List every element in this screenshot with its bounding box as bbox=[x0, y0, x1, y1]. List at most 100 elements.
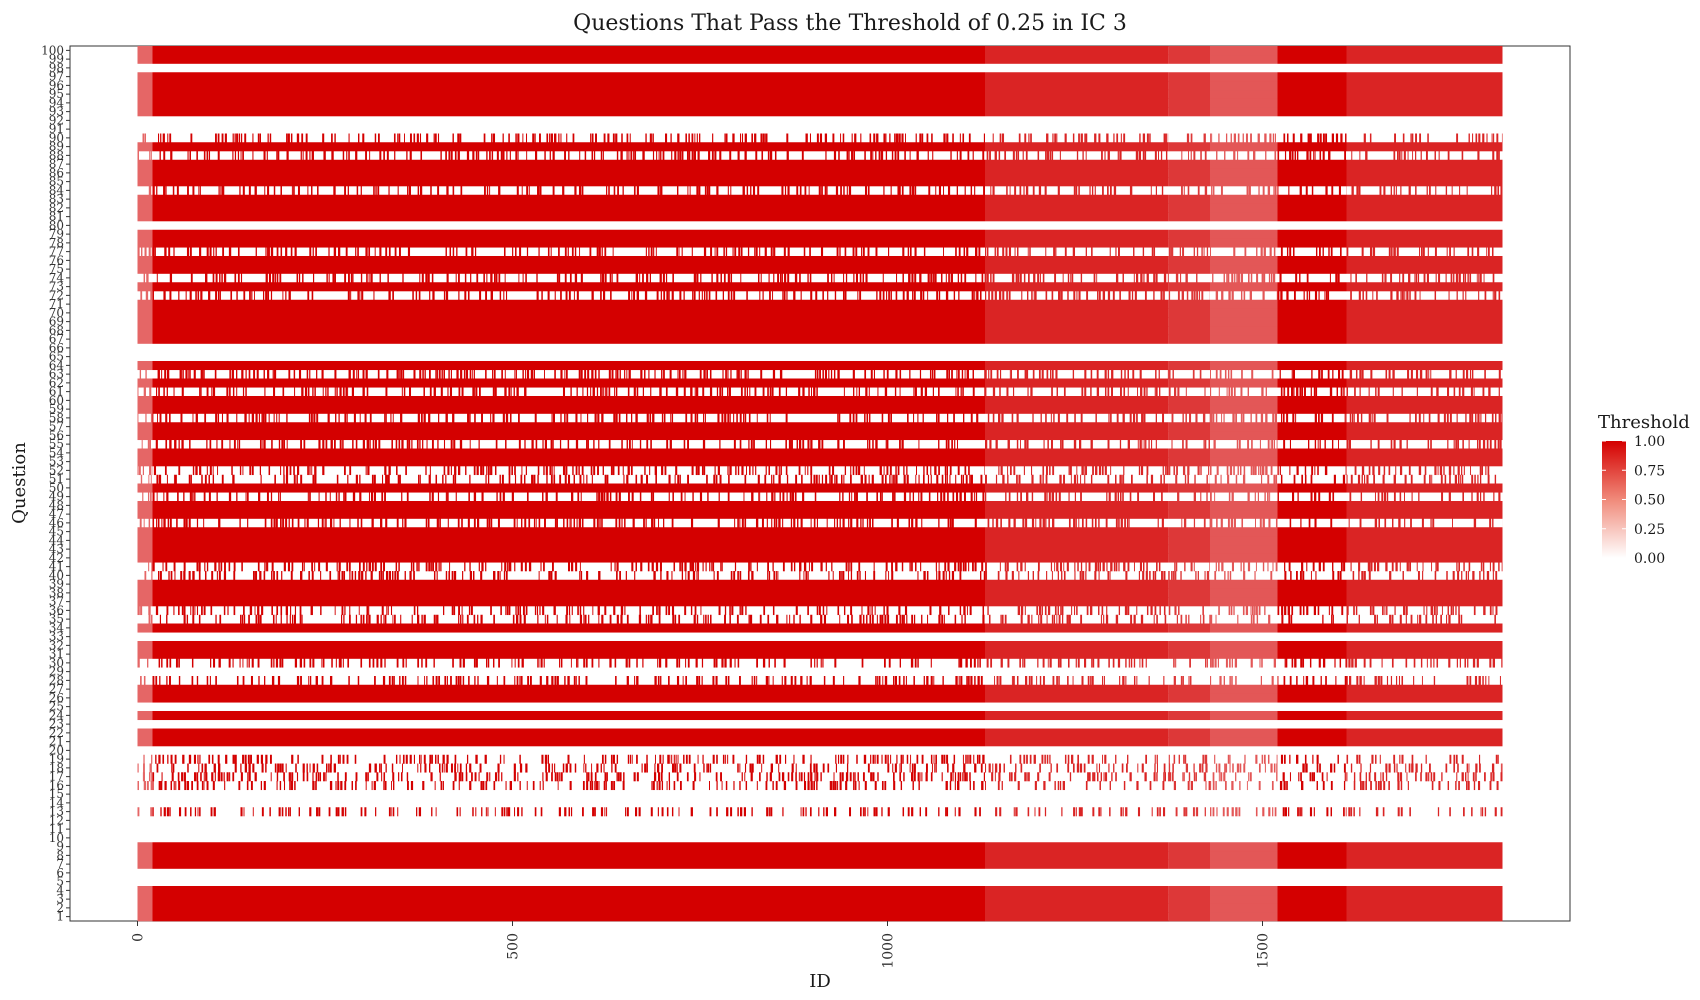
heatmap-cell bbox=[661, 763, 663, 773]
heatmap-cell bbox=[1393, 754, 1396, 764]
heatmap-cell bbox=[986, 273, 989, 283]
heatmap-cell bbox=[779, 273, 782, 283]
heatmap-cell bbox=[1227, 658, 1229, 668]
heatmap-cell bbox=[778, 466, 780, 476]
heatmap-cell bbox=[1047, 439, 1049, 449]
heatmap-cell bbox=[1237, 466, 1239, 476]
heatmap-cell bbox=[873, 369, 876, 379]
heatmap-cell bbox=[228, 562, 231, 572]
heatmap-cell bbox=[1313, 807, 1315, 817]
heatmap-cell-group bbox=[985, 492, 1163, 502]
heatmap-cell bbox=[1261, 273, 1263, 283]
heatmap-cell bbox=[1258, 466, 1260, 476]
heatmap-cell bbox=[580, 413, 582, 423]
heatmap-cell bbox=[1415, 763, 1418, 773]
heatmap-cell bbox=[1322, 781, 1325, 791]
heatmap-cell bbox=[1346, 544, 1503, 554]
heatmap-cell bbox=[730, 571, 733, 581]
heatmap-cell bbox=[994, 763, 998, 773]
heatmap-cell bbox=[339, 387, 342, 397]
heatmap-cell bbox=[870, 369, 873, 379]
heatmap-cell bbox=[203, 772, 205, 782]
heatmap-cell bbox=[898, 676, 901, 686]
heatmap-cell bbox=[395, 439, 398, 449]
heatmap-cell bbox=[400, 772, 403, 782]
heatmap-cell bbox=[1216, 807, 1218, 817]
heatmap-cell bbox=[1383, 466, 1386, 476]
heatmap-cell bbox=[1270, 466, 1273, 476]
heatmap-cell bbox=[152, 807, 154, 817]
heatmap-cell bbox=[863, 466, 865, 476]
heatmap-cell-group bbox=[1176, 614, 1210, 624]
heatmap-cell bbox=[416, 807, 418, 817]
heatmap-cell bbox=[725, 754, 727, 764]
heatmap-cell bbox=[751, 571, 754, 581]
heatmap-cell bbox=[1135, 273, 1139, 283]
heatmap-cell bbox=[329, 763, 332, 773]
heatmap-cell bbox=[785, 413, 788, 423]
heatmap-cell bbox=[1462, 492, 1464, 502]
heatmap-cell bbox=[1277, 894, 1347, 904]
heatmap-cell bbox=[513, 763, 516, 773]
heatmap-cell bbox=[343, 614, 345, 624]
heatmap-cell bbox=[941, 754, 944, 764]
heatmap-cell bbox=[274, 273, 276, 283]
heatmap-cell bbox=[985, 448, 1169, 458]
heatmap-cell-group bbox=[1175, 807, 1206, 817]
heatmap-cell bbox=[1317, 466, 1319, 476]
heatmap-cell bbox=[593, 466, 596, 476]
heatmap-cell bbox=[197, 754, 199, 764]
heatmap-cell bbox=[545, 466, 548, 476]
heatmap-cell bbox=[1168, 378, 1210, 388]
heatmap-cell bbox=[1378, 518, 1381, 528]
heatmap-cell bbox=[814, 369, 817, 379]
heatmap-cell bbox=[727, 676, 730, 686]
heatmap-cell bbox=[743, 807, 746, 817]
heatmap-cell bbox=[399, 754, 401, 764]
heatmap-cell bbox=[765, 466, 767, 476]
heatmap-cell bbox=[231, 466, 233, 476]
heatmap-cell bbox=[1203, 439, 1205, 449]
heatmap-cell bbox=[807, 439, 810, 449]
heatmap-cell-group bbox=[1277, 606, 1344, 616]
heatmap-cell bbox=[1055, 492, 1058, 502]
heatmap-cell bbox=[1168, 317, 1210, 327]
heatmap-cell bbox=[1446, 614, 1448, 624]
heatmap-cell bbox=[1085, 562, 1087, 572]
heatmap-cell bbox=[899, 387, 901, 397]
heatmap-cell bbox=[177, 772, 180, 782]
heatmap-cell bbox=[992, 387, 996, 397]
heatmap-cell bbox=[985, 781, 987, 791]
heatmap-cell bbox=[1123, 562, 1126, 572]
heatmap-cell bbox=[632, 518, 635, 528]
heatmap-cell bbox=[603, 763, 605, 773]
heatmap-cell bbox=[722, 387, 724, 397]
heatmap-cell bbox=[416, 562, 418, 572]
heatmap-cell bbox=[1196, 807, 1199, 817]
heatmap-cell bbox=[508, 387, 511, 397]
heatmap-cell bbox=[1419, 291, 1421, 301]
heatmap-cell bbox=[163, 807, 166, 817]
heatmap-cell bbox=[1002, 474, 1005, 484]
heatmap-cell bbox=[846, 763, 849, 773]
heatmap-cell bbox=[542, 781, 544, 791]
heatmap-cell bbox=[845, 772, 849, 782]
heatmap-cell bbox=[934, 763, 936, 773]
heatmap-cell bbox=[1066, 413, 1069, 423]
heatmap-cell bbox=[737, 571, 739, 581]
heatmap-cell bbox=[442, 754, 445, 764]
heatmap-cell bbox=[142, 772, 145, 782]
heatmap-cell bbox=[150, 413, 153, 423]
heatmap-cell bbox=[751, 807, 753, 817]
heatmap-cell bbox=[285, 606, 288, 616]
heatmap-cell bbox=[480, 781, 483, 791]
heatmap-cell bbox=[1276, 772, 1278, 782]
heatmap-cell bbox=[564, 413, 566, 423]
heatmap-cell bbox=[718, 492, 720, 502]
heatmap-cell bbox=[1284, 562, 1286, 572]
heatmap-cell bbox=[208, 754, 211, 764]
heatmap-cell bbox=[137, 282, 153, 292]
heatmap-cell bbox=[579, 474, 582, 484]
heatmap-cell bbox=[1395, 466, 1397, 476]
heatmap-cell bbox=[151, 247, 153, 257]
